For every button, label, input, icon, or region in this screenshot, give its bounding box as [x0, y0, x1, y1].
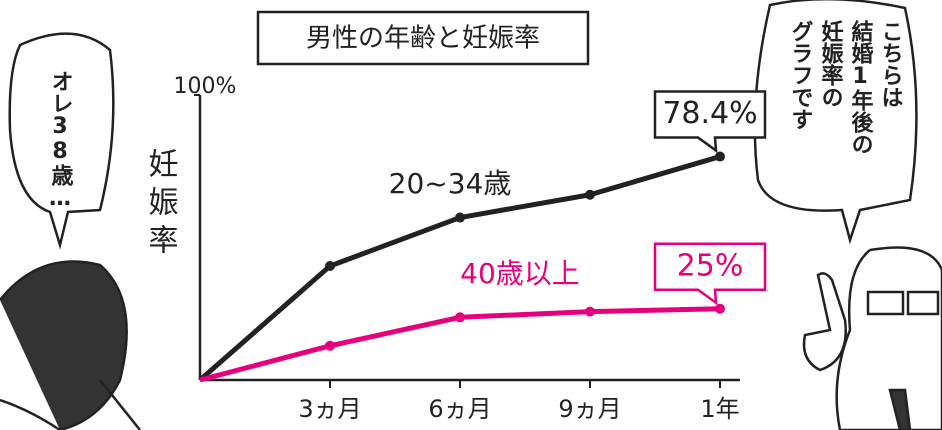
data-point — [715, 303, 725, 314]
speech-text: こちらは — [878, 20, 903, 108]
data-point — [585, 189, 595, 200]
data-point — [455, 312, 465, 323]
right-character — [802, 246, 942, 430]
speech-text: 妊娠率の — [818, 19, 844, 108]
data-label: 25% — [677, 248, 744, 283]
x-tick-label: 6ヵ月 — [428, 395, 491, 423]
speech-text: オレ38歳… — [48, 70, 74, 211]
series-name: 40歳以上 — [460, 257, 580, 290]
data-point — [455, 212, 465, 223]
data-point — [715, 151, 725, 162]
data-label: 78.4% — [662, 96, 757, 131]
x-tick-label: 9ヵ月 — [558, 395, 621, 423]
data-point — [585, 306, 595, 317]
series-name: 20~34歳 — [389, 167, 512, 200]
y-axis-label vt: 妊娠率 — [143, 148, 178, 262]
chart-title: 男性の年齢と妊娠率 — [306, 24, 540, 54]
speech-bubble — [8, 32, 115, 250]
x-tick-label: 1年 — [700, 395, 739, 423]
left-character — [0, 260, 141, 430]
x-tick-label: 3ヵ月 — [298, 395, 361, 423]
title-box — [256, 10, 590, 66]
label-box — [653, 242, 767, 306]
speech-text: グラフです — [788, 20, 814, 130]
label-box — [653, 90, 767, 154]
data-point — [325, 340, 335, 351]
speech-text: 結婚1年後の — [848, 19, 874, 155]
y-tick-label: 100% — [174, 74, 237, 99]
data-point — [325, 261, 335, 271]
